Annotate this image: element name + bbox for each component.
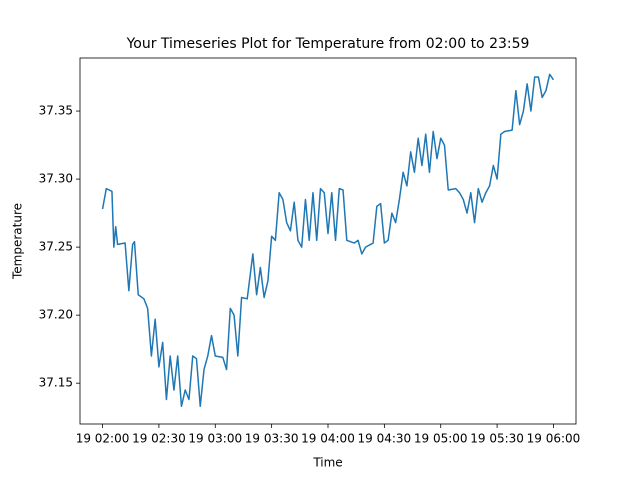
x-tick-label: 19 05:30 [470,432,524,446]
chart-title: Your Timeseries Plot for Temperature fro… [126,36,530,52]
y-tick-label: 37.20 [39,308,73,322]
x-tick-label: 19 03:30 [245,432,299,446]
x-tick-label: 19 04:30 [358,432,412,446]
data-line [101,73,555,408]
y-tick-label: 37.25 [39,240,73,254]
y-tick-label: 37.15 [39,376,73,390]
x-tick-label: 19 03:00 [188,432,242,446]
y-tick-label: 37.35 [39,104,73,118]
x-tick-label: 19 02:30 [132,432,186,446]
x-tick-label: 19 04:00 [301,432,355,446]
x-tick-label: 19 05:00 [414,432,468,446]
x-tick-label: 19 02:00 [76,432,130,446]
x-axis-label: Time [312,456,342,470]
y-tick-label: 37.30 [39,172,73,186]
y-axis-label: Temperature [11,203,25,280]
x-tick-label: 19 06:00 [527,432,581,446]
plot-frame [79,57,577,425]
